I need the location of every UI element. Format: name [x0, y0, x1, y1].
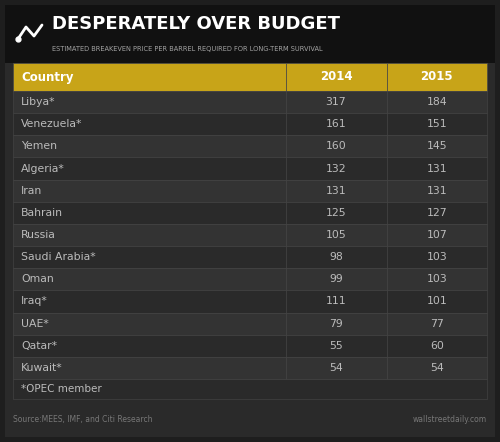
Bar	[386, 135, 487, 157]
Text: 160: 160	[326, 141, 346, 151]
Bar	[13, 113, 285, 135]
Text: 77: 77	[430, 319, 444, 328]
Bar	[386, 202, 487, 224]
Bar	[286, 246, 386, 268]
Text: Algeria*: Algeria*	[21, 164, 65, 174]
Bar	[13, 268, 285, 290]
Bar	[286, 113, 386, 135]
Bar	[13, 157, 285, 179]
Text: Yemen: Yemen	[21, 141, 57, 151]
Text: Russia: Russia	[21, 230, 56, 240]
Bar	[386, 335, 487, 357]
Text: 127: 127	[426, 208, 447, 218]
Bar	[13, 379, 487, 399]
Bar	[13, 179, 285, 202]
Text: Qatar*: Qatar*	[21, 341, 57, 351]
Bar	[286, 91, 386, 113]
Bar	[286, 290, 386, 312]
Bar	[386, 224, 487, 246]
Bar	[13, 290, 285, 312]
Bar	[386, 268, 487, 290]
Bar	[386, 312, 487, 335]
Text: Source:MEES, IMF, and Citi Research: Source:MEES, IMF, and Citi Research	[13, 415, 152, 424]
Bar	[386, 91, 487, 113]
Bar	[13, 335, 285, 357]
Text: 132: 132	[326, 164, 346, 174]
Text: Iraq*: Iraq*	[21, 297, 48, 306]
Text: Libya*: Libya*	[21, 97, 56, 107]
Bar	[386, 246, 487, 268]
Text: 111: 111	[326, 297, 346, 306]
Bar	[286, 157, 386, 179]
Bar	[13, 224, 285, 246]
Bar	[286, 135, 386, 157]
Bar	[386, 113, 487, 135]
Text: Oman: Oman	[21, 274, 54, 284]
Text: 79: 79	[329, 319, 343, 328]
Text: 151: 151	[426, 119, 447, 129]
Text: 103: 103	[426, 252, 447, 262]
Text: 161: 161	[326, 119, 346, 129]
Text: 145: 145	[426, 141, 447, 151]
Text: 54: 54	[430, 363, 444, 373]
Text: 317: 317	[326, 97, 346, 107]
Bar	[286, 63, 386, 91]
Bar	[13, 312, 285, 335]
Bar	[13, 135, 285, 157]
Bar	[13, 63, 285, 91]
Bar	[286, 335, 386, 357]
Bar	[13, 91, 285, 113]
Text: 107: 107	[426, 230, 447, 240]
Text: UAE*: UAE*	[21, 319, 49, 328]
Bar	[286, 312, 386, 335]
Text: 184: 184	[426, 97, 447, 107]
Text: 99: 99	[329, 274, 343, 284]
Text: Venezuela*: Venezuela*	[21, 119, 82, 129]
Text: ESTIMATED BREAKEVEN PRICE PER BARREL REQUIRED FOR LONG-TERM SURVIVAL: ESTIMATED BREAKEVEN PRICE PER BARREL REQ…	[52, 46, 322, 52]
Text: 131: 131	[426, 164, 447, 174]
Text: Iran: Iran	[21, 186, 42, 196]
Text: wallstreetdaily.com: wallstreetdaily.com	[413, 415, 487, 424]
Text: Kuwait*: Kuwait*	[21, 363, 62, 373]
Text: 131: 131	[326, 186, 346, 196]
Text: 131: 131	[426, 186, 447, 196]
Bar	[5, 5, 495, 63]
Text: Saudi Arabia*: Saudi Arabia*	[21, 252, 96, 262]
Bar	[386, 63, 487, 91]
Text: 55: 55	[329, 341, 343, 351]
Text: DESPERATELY OVER BUDGET: DESPERATELY OVER BUDGET	[52, 15, 340, 33]
Bar	[13, 246, 285, 268]
Bar	[286, 179, 386, 202]
Text: 105: 105	[326, 230, 346, 240]
Text: 60: 60	[430, 341, 444, 351]
Bar	[386, 290, 487, 312]
Text: 54: 54	[329, 363, 343, 373]
Text: 125: 125	[326, 208, 346, 218]
Bar	[286, 268, 386, 290]
Text: Country: Country	[21, 71, 74, 84]
Bar	[286, 357, 386, 379]
Bar	[286, 224, 386, 246]
Text: 2014: 2014	[320, 71, 352, 84]
Text: *OPEC member: *OPEC member	[21, 384, 102, 394]
Bar	[13, 357, 285, 379]
Text: 101: 101	[426, 297, 447, 306]
Text: 103: 103	[426, 274, 447, 284]
Bar	[386, 157, 487, 179]
Text: Bahrain: Bahrain	[21, 208, 63, 218]
Text: 2015: 2015	[420, 71, 453, 84]
Bar	[386, 179, 487, 202]
Text: 98: 98	[329, 252, 343, 262]
Bar	[286, 202, 386, 224]
Bar	[386, 357, 487, 379]
Bar	[13, 202, 285, 224]
